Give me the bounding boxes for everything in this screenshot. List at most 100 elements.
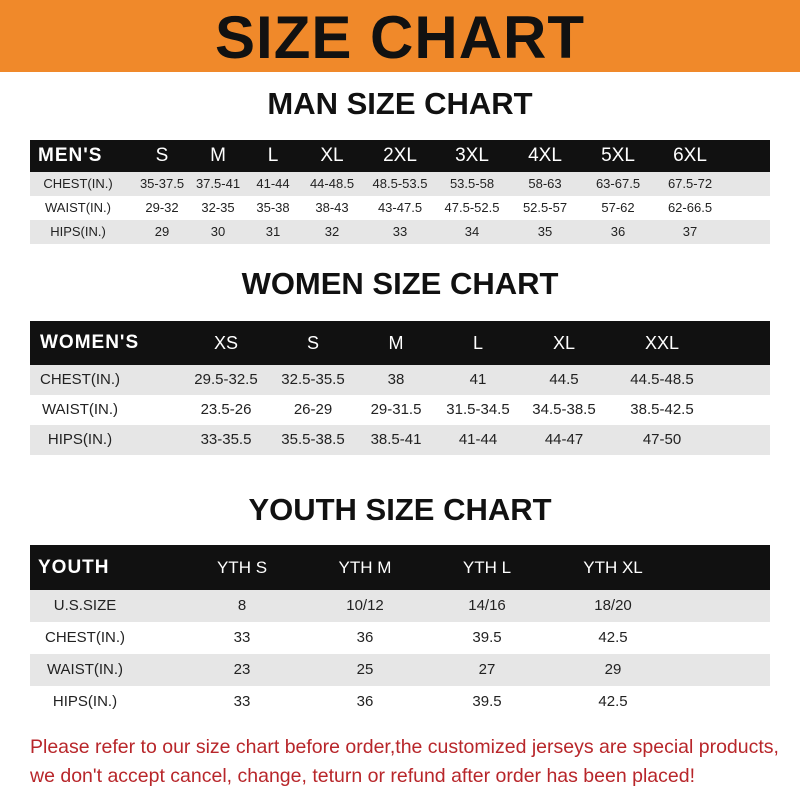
table-cell: 34: [464, 224, 480, 239]
table-row: HIPS(IN.) 33-35.5 35.5-38.5 38.5-41 41-44 44-…: [30, 425, 770, 455]
table-cell: 31.5-34.5: [446, 401, 510, 418]
table-cell: 23.5-26: [200, 401, 252, 418]
row-label: U.S.SIZE: [53, 597, 117, 614]
table-row: CHEST(IN.) 33 36 39.5 42.5: [30, 622, 770, 654]
size-header: 4XL: [528, 145, 562, 166]
size-header: YTH S: [216, 558, 268, 577]
table-cell: 33: [233, 629, 251, 646]
table-row: CHEST(IN.) 35-37.5 37.5-41 41-44 44-48.5 48.5…: [30, 172, 770, 196]
size-header: 3XL: [455, 145, 489, 166]
size-header: YTH L: [462, 558, 512, 577]
table-cell: 63-67.5: [595, 176, 641, 191]
youth-title: YOUTH SIZE CHART: [248, 492, 552, 527]
table-cell: 44-48.5: [309, 176, 355, 191]
table-row: HIPS(IN.) 29 30 31 32 33 34 35 36 37: [30, 220, 770, 244]
banner: SIZE CHART: [0, 0, 800, 72]
table-cell: 34.5-38.5: [532, 401, 596, 418]
table-cell: 31: [265, 224, 281, 239]
header-row: YOUTH YTH S YTH M YTH L YTH XL: [30, 545, 770, 590]
table-cell: 35: [537, 224, 553, 239]
table-row: HIPS(IN.) 33 36 39.5 42.5: [30, 686, 770, 718]
table-cell: 57-62: [601, 200, 635, 215]
table-cell: 30: [210, 224, 226, 239]
table-cell: 37.5-41: [195, 176, 241, 191]
row-label: WAIST(IN.): [45, 200, 111, 215]
size-header: 6XL: [673, 145, 707, 166]
table-row: CHEST(IN.) 29.5-32.5 32.5-35.5 38 41 44.5 44.5…: [30, 365, 770, 395]
size-header: YTH M: [338, 558, 392, 577]
table-row: WAIST(IN.) 29-32 32-35 35-38 38-43 43-47.5 47.…: [30, 196, 770, 220]
table-cell: 43-47.5: [377, 200, 423, 215]
table-cell: 48.5-53.5: [372, 176, 428, 191]
table-cell: 29-32: [145, 200, 179, 215]
table-cell: 29-31.5: [370, 401, 422, 418]
youth-table: YOUTH YTH S YTH M YTH L YTH XL U.S.SIZE 8 10/12…: [30, 545, 770, 718]
table-cell: 27: [478, 661, 496, 678]
table-cell: 41: [469, 371, 487, 388]
table-cell: 36: [610, 224, 626, 239]
row-label: HIPS(IN.): [47, 431, 113, 448]
row-label: CHEST(IN.): [45, 629, 125, 646]
row-label: WAIST(IN.): [41, 401, 119, 418]
size-header: S: [155, 145, 169, 166]
table-cell: 29: [154, 224, 170, 239]
table-cell: 37: [682, 224, 698, 239]
table-cell: 33-35.5: [200, 431, 252, 448]
table-cell: 23: [233, 661, 251, 678]
table-cell: 35.5-38.5: [281, 431, 345, 448]
header-row: WOMEN'S XS S M L XL XXL: [30, 321, 770, 365]
row-label: HIPS(IN.): [52, 693, 118, 710]
table-cell: 58-63: [528, 176, 562, 191]
table-cell: 44.5: [549, 371, 579, 388]
table-cell: 47-50: [642, 431, 682, 448]
table-cell: 39.5: [472, 693, 502, 710]
size-header: L: [472, 333, 484, 353]
table-cell: 38.5-42.5: [630, 401, 694, 418]
size-header: M: [210, 145, 226, 166]
table-cell: 41-44: [256, 176, 290, 191]
table-row: WAIST(IN.) 23.5-26 26-29 29-31.5 31.5-34.5 34…: [30, 395, 770, 425]
table-cell: 35-37.5: [139, 176, 185, 191]
row-label: WAIST(IN.): [46, 661, 124, 678]
size-header: XXL: [644, 333, 680, 353]
notice-line-1: Please refer to our size chart before or…: [30, 736, 779, 758]
women-table: WOMEN'S XS S M L XL XXL CHEST(IN.) 29.5-32.5 32.5…: [30, 321, 770, 455]
table-cell: 14/16: [468, 597, 506, 614]
table-cell: 35-38: [256, 200, 290, 215]
table-cell: 29.5-32.5: [194, 371, 258, 388]
table-cell: 53.5-58: [449, 176, 495, 191]
size-header: M: [388, 333, 404, 353]
size-header: XL: [552, 333, 576, 353]
table-cell: 42.5: [598, 629, 628, 646]
table-cell: 18/20: [594, 597, 632, 614]
table-cell: 32-35: [201, 200, 235, 215]
table-cell: 38: [387, 371, 405, 388]
men-title: MAN SIZE CHART: [267, 86, 533, 121]
size-header: 5XL: [601, 145, 635, 166]
size-header: L: [267, 145, 279, 166]
table-cell: 29: [604, 661, 622, 678]
table-cell: 52.5-57: [522, 200, 568, 215]
table-cell: 39.5: [472, 629, 502, 646]
table-cell: 32: [324, 224, 340, 239]
table-cell: 36: [356, 629, 374, 646]
banner-title: SIZE CHART: [215, 4, 585, 71]
table-cell: 42.5: [598, 693, 628, 710]
size-header: S: [306, 333, 320, 353]
table-row: U.S.SIZE 8 10/12 14/16 18/20: [30, 590, 770, 622]
row-label: CHEST(IN.): [43, 176, 113, 191]
table-cell: 36: [356, 693, 374, 710]
row-label: HIPS(IN.): [50, 224, 106, 239]
header-label: WOMEN'S: [40, 332, 140, 353]
header-label: MEN'S: [38, 145, 103, 166]
table-cell: 44.5-48.5: [630, 371, 694, 388]
size-header: XS: [213, 333, 239, 353]
table-cell: 38.5-41: [370, 431, 422, 448]
table-cell: 38-43: [315, 200, 349, 215]
header-row: MEN'S S M L XL 2XL 3XL 4XL 5XL 6XL: [30, 140, 770, 172]
table-cell: 10/12: [346, 597, 384, 614]
table-cell: 32.5-35.5: [281, 371, 345, 388]
row-label: CHEST(IN.): [40, 371, 120, 388]
table-cell: 8: [237, 597, 247, 614]
table-cell: 62-66.5: [667, 200, 713, 215]
